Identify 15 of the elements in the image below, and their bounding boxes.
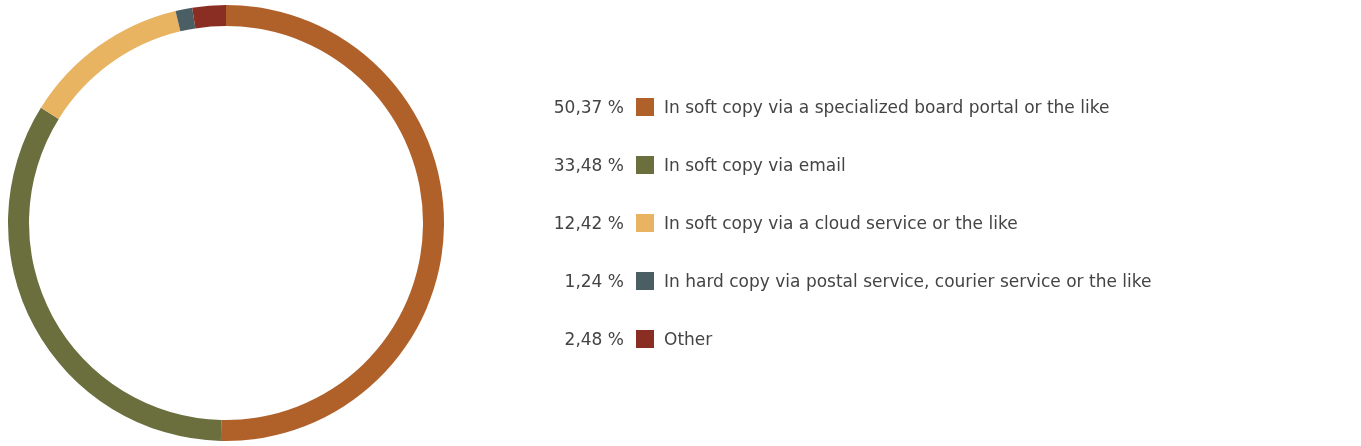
- legend-label: In soft copy via email: [664, 155, 846, 175]
- donut-slice: [8, 107, 222, 441]
- legend-label: In hard copy via postal service, courier service or the like: [664, 271, 1152, 291]
- legend-label: In soft copy via a cloud service or the like: [664, 213, 1018, 233]
- data-label: 2,48 %: [564, 329, 624, 349]
- data-label: 33,48 %: [553, 155, 624, 175]
- donut-slice: [220, 5, 444, 441]
- donut-slice: [192, 5, 226, 29]
- legend-label: Other: [664, 329, 713, 349]
- data-label: 1,24 %: [564, 271, 624, 291]
- data-label: 12,42 %: [553, 213, 624, 233]
- legend-label: In soft copy via a specialized board portal or the like: [664, 97, 1110, 117]
- donut-slice: [40, 10, 181, 119]
- data-label: 50,37 %: [553, 97, 624, 117]
- donut-slice: [175, 7, 196, 32]
